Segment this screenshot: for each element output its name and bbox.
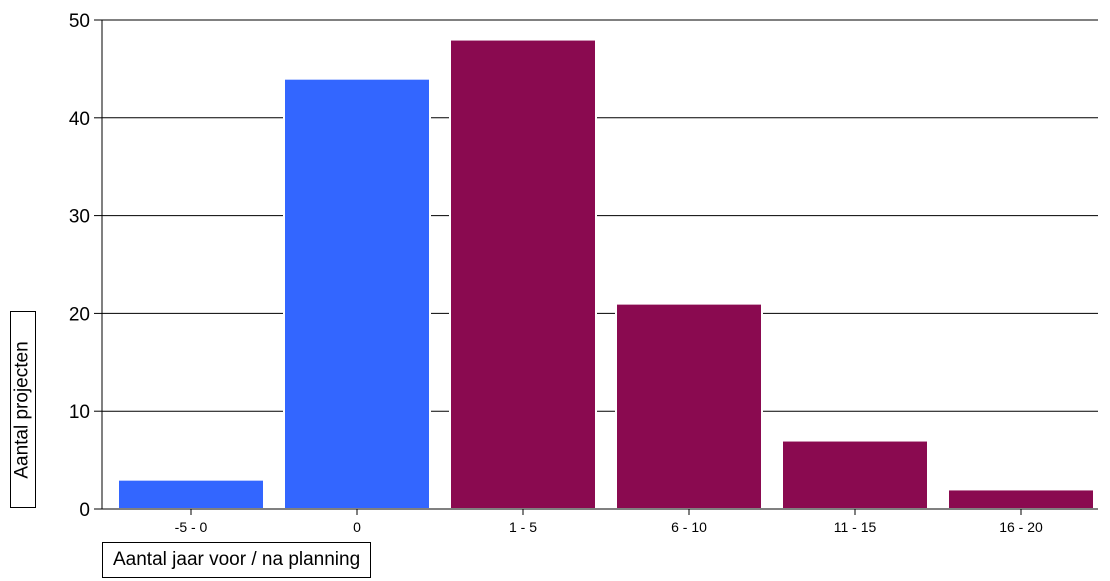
gridlines [102, 19, 1098, 412]
x-tick-label: 0 [353, 519, 361, 535]
x-tick-label: 1 - 5 [509, 519, 537, 535]
bars [117, 38, 1095, 511]
x-tick-label: -5 - 0 [175, 519, 208, 535]
y-tick-label: 30 [69, 207, 90, 228]
x-tick-labels: -5 - 0 0 1 - 5 6 - 10 11 - 15 16 - 20 [175, 519, 1043, 535]
y-tick-label: 20 [69, 304, 90, 325]
x-tick-label: 6 - 10 [671, 519, 707, 535]
bar-1 [283, 77, 431, 511]
y-axis-label-box: Aantal projecten [10, 311, 36, 508]
bar-5 [947, 488, 1095, 511]
y-tick-labels: 0 10 20 30 40 50 [69, 11, 90, 521]
x-tick-label: 16 - 20 [999, 519, 1043, 535]
x-axis-label: Aantal jaar voor / na planning [113, 549, 361, 570]
y-tick-label: 10 [69, 402, 90, 423]
bar-2 [449, 38, 597, 511]
y-axis-label: Aantal projecten [12, 340, 34, 479]
y-tick-label: 50 [69, 11, 90, 32]
bar-3 [615, 302, 763, 510]
bar-4 [781, 439, 929, 511]
y-tick-label: 0 [79, 500, 90, 521]
x-tick-label: 11 - 15 [834, 519, 877, 535]
x-axis-label-box: Aantal jaar voor / na planning [102, 542, 372, 578]
bar-0 [117, 478, 265, 511]
axes [94, 19, 1098, 515]
y-tick-label: 40 [69, 109, 90, 130]
